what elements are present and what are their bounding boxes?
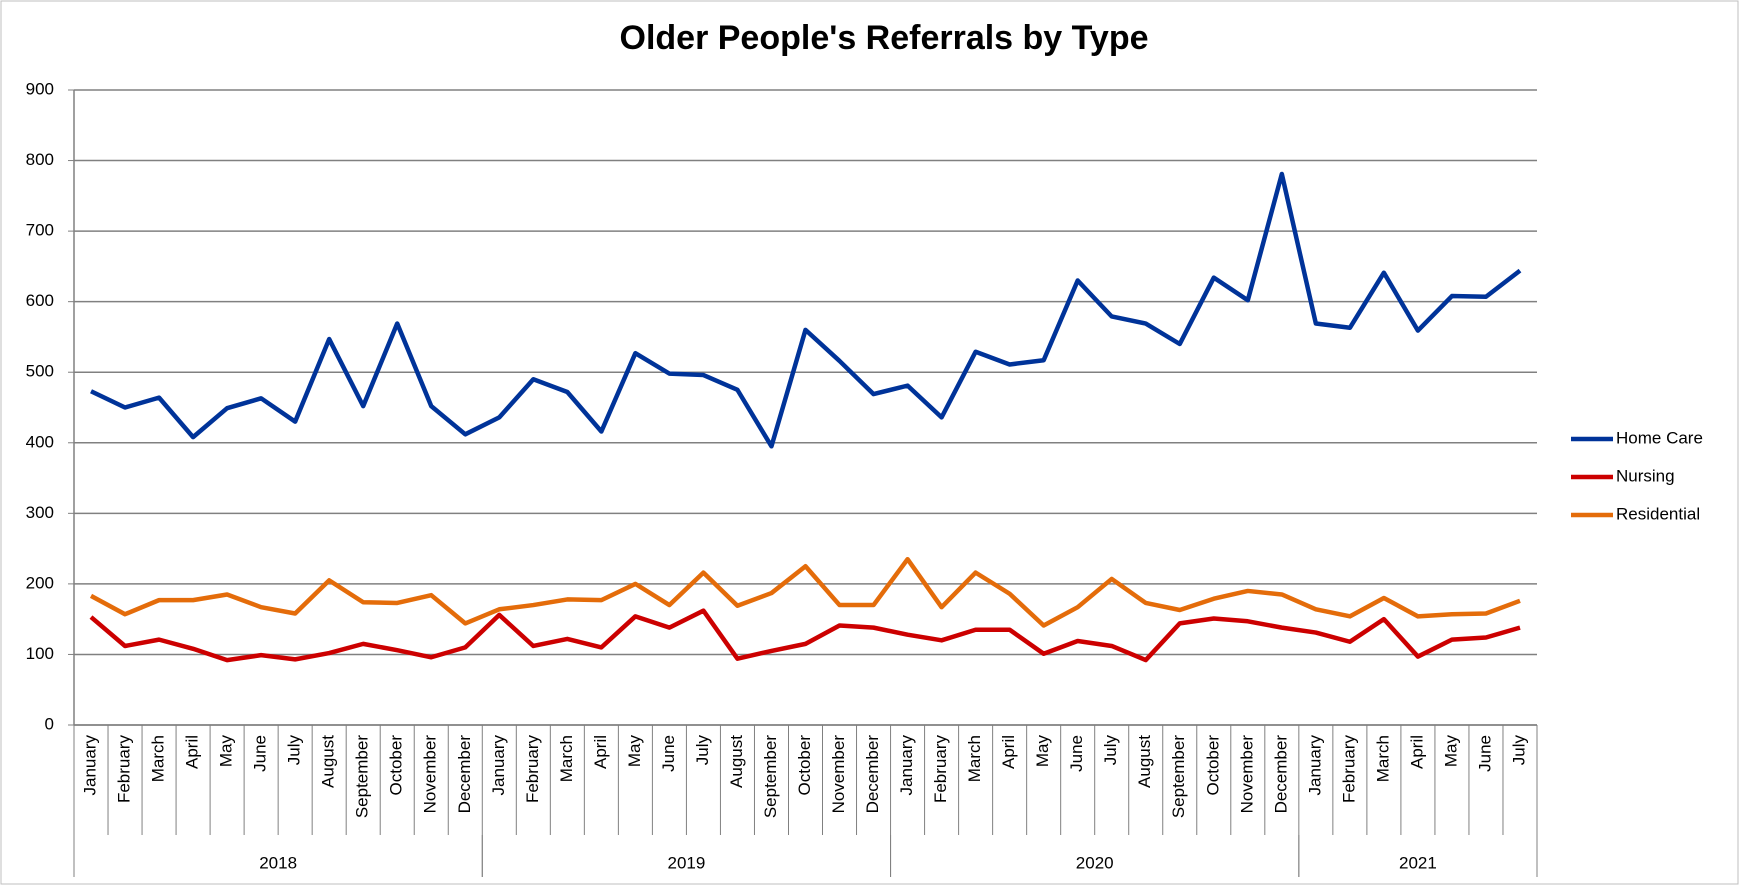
x-tick-label: November (829, 735, 848, 814)
x-tick-label: February (115, 735, 134, 804)
y-tick-label: 400 (26, 432, 54, 451)
x-tick-label: March (965, 735, 984, 782)
y-tick-label: 800 (26, 150, 54, 169)
x-tick-label: October (1203, 735, 1222, 796)
x-tick-label: January (1305, 735, 1324, 796)
x-tick-label: March (557, 735, 576, 782)
x-tick-label: August (319, 735, 338, 788)
x-tick-label: May (625, 735, 644, 768)
y-tick-label: 700 (26, 221, 54, 240)
x-tick-label: April (183, 735, 202, 769)
x-tick-label: October (795, 735, 814, 796)
series-line (90, 171, 1522, 449)
x-tick-label: December (455, 735, 474, 814)
x-tick-label: April (1407, 735, 1426, 769)
x-tick-label: May (217, 735, 236, 768)
x-tick-label: July (1101, 735, 1120, 766)
series-line (89, 608, 1521, 663)
x-tick-label: October (387, 735, 406, 796)
x-tick-label: April (591, 735, 610, 769)
x-tick-label: March (1373, 735, 1392, 782)
x-tick-label: September (1169, 735, 1188, 818)
legend-label: Nursing (1616, 466, 1675, 485)
x-tick-label: November (421, 735, 440, 814)
x-tick-label: April (999, 735, 1018, 769)
x-tick-label: January (489, 735, 508, 796)
y-tick-label: 600 (26, 291, 54, 310)
year-label: 2020 (1076, 853, 1114, 872)
year-label: 2021 (1399, 853, 1437, 872)
x-tick-label: February (523, 735, 542, 804)
x-tick-label: July (285, 735, 304, 766)
legend-label: Residential (1616, 504, 1700, 523)
x-tick-label: February (1339, 735, 1358, 804)
series-line (89, 556, 1521, 628)
x-tick-label: June (1475, 735, 1494, 772)
year-label: 2019 (668, 853, 706, 872)
x-tick-label: September (761, 735, 780, 818)
y-tick-label: 0 (45, 714, 54, 733)
x-tick-label: August (1135, 735, 1154, 788)
x-tick-label: June (251, 735, 270, 772)
y-tick-label: 900 (26, 79, 54, 98)
x-tick-label: December (863, 735, 882, 814)
x-tick-label: July (693, 735, 712, 766)
x-tick-label: February (931, 735, 950, 804)
x-tick-label: March (149, 735, 168, 782)
x-tick-label: January (897, 735, 916, 796)
x-tick-label: January (80, 735, 99, 796)
y-tick-label: 200 (26, 573, 54, 592)
year-label: 2018 (259, 853, 297, 872)
y-tick-label: 500 (26, 362, 54, 381)
chart-title: Older People's Referrals by Type (620, 19, 1149, 57)
x-tick-label: May (1441, 735, 1460, 768)
x-tick-label: June (659, 735, 678, 772)
x-tick-label: August (727, 735, 746, 788)
x-tick-label: December (1271, 735, 1290, 814)
legend-label: Home Care (1616, 428, 1703, 447)
y-tick-label: 100 (26, 644, 54, 663)
x-tick-label: September (353, 735, 372, 818)
x-tick-label: November (1237, 735, 1256, 814)
x-tick-label: July (1509, 735, 1528, 766)
x-tick-label: May (1033, 735, 1052, 768)
x-tick-label: June (1067, 735, 1086, 772)
y-tick-label: 300 (26, 503, 54, 522)
